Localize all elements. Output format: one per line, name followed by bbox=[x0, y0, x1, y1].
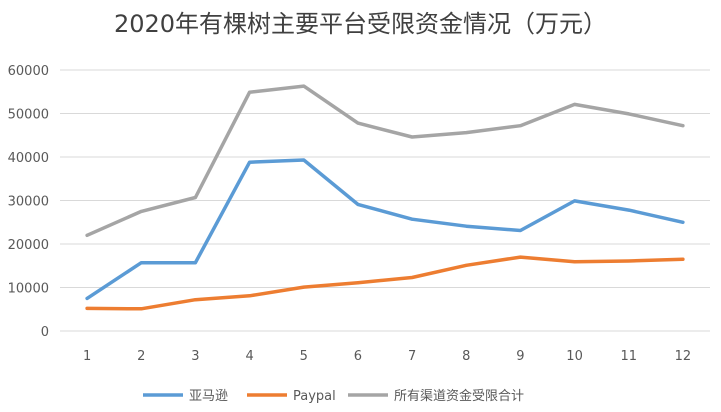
y-tick-label: 30000 bbox=[8, 195, 49, 210]
x-tick-label: 10 bbox=[566, 349, 583, 364]
data-point bbox=[518, 229, 522, 233]
legend: 亚马逊 Paypal 所有渠道资金受限合计 bbox=[143, 388, 524, 404]
y-tick-label: 60000 bbox=[8, 64, 49, 79]
legend-label: Paypal bbox=[293, 389, 336, 404]
x-tick-label: 7 bbox=[408, 349, 416, 364]
x-tick-label: 8 bbox=[462, 349, 470, 364]
y-tick-label: 10000 bbox=[8, 282, 49, 297]
data-point bbox=[464, 131, 468, 135]
legend-label: 所有渠道资金受限合计 bbox=[394, 388, 524, 404]
data-point bbox=[139, 307, 143, 311]
data-point bbox=[248, 90, 252, 94]
data-point bbox=[139, 261, 143, 265]
x-tick-label: 9 bbox=[516, 349, 524, 364]
x-axis-labels: 1 2 3 4 5 6 7 8 9 10 11 12 bbox=[83, 349, 691, 364]
legend-label: 亚马逊 bbox=[189, 389, 228, 404]
data-point bbox=[681, 124, 685, 128]
data-point bbox=[573, 260, 577, 264]
y-tick-label: 50000 bbox=[8, 108, 49, 123]
data-point bbox=[193, 195, 197, 199]
data-point bbox=[464, 263, 468, 267]
x-tick-label: 12 bbox=[675, 349, 692, 364]
x-tick-label: 5 bbox=[300, 349, 308, 364]
series-line-2 bbox=[85, 84, 685, 238]
data-point bbox=[681, 257, 685, 261]
x-tick-label: 6 bbox=[354, 349, 362, 364]
chart-title: 2020年有棵树主要平台受限资金情况（万元） bbox=[113, 10, 608, 38]
series-line-0 bbox=[85, 158, 685, 301]
data-point bbox=[302, 158, 306, 162]
data-point bbox=[356, 281, 360, 285]
data-point bbox=[356, 121, 360, 125]
data-point bbox=[85, 296, 89, 300]
data-point bbox=[85, 306, 89, 310]
data-point bbox=[627, 208, 631, 212]
y-tick-label: 0 bbox=[41, 325, 49, 340]
series-lines bbox=[85, 84, 685, 311]
data-point bbox=[248, 160, 252, 164]
data-point bbox=[573, 199, 577, 203]
data-point bbox=[410, 275, 414, 279]
x-tick-label: 2 bbox=[137, 349, 145, 364]
data-point bbox=[681, 220, 685, 224]
data-point bbox=[518, 124, 522, 128]
data-point bbox=[193, 261, 197, 265]
data-point bbox=[573, 102, 577, 106]
data-point bbox=[410, 135, 414, 139]
data-point bbox=[410, 217, 414, 221]
data-point bbox=[139, 209, 143, 213]
x-tick-label: 3 bbox=[191, 349, 199, 364]
series-line-1 bbox=[85, 255, 685, 311]
data-point bbox=[85, 233, 89, 237]
data-point bbox=[248, 294, 252, 298]
x-tick-label: 11 bbox=[620, 349, 637, 364]
data-point bbox=[627, 112, 631, 116]
x-tick-label: 1 bbox=[83, 349, 91, 364]
y-axis-labels: 0 10000 20000 30000 40000 50000 60000 bbox=[8, 64, 49, 340]
y-tick-label: 20000 bbox=[8, 238, 49, 253]
data-point bbox=[193, 298, 197, 302]
data-point bbox=[518, 255, 522, 259]
y-tick-label: 40000 bbox=[8, 151, 49, 166]
data-point bbox=[464, 224, 468, 228]
data-point bbox=[356, 202, 360, 206]
gridlines bbox=[60, 69, 710, 332]
data-point bbox=[302, 285, 306, 289]
data-point bbox=[627, 259, 631, 263]
x-tick-label: 4 bbox=[245, 349, 253, 364]
data-point bbox=[302, 84, 306, 88]
